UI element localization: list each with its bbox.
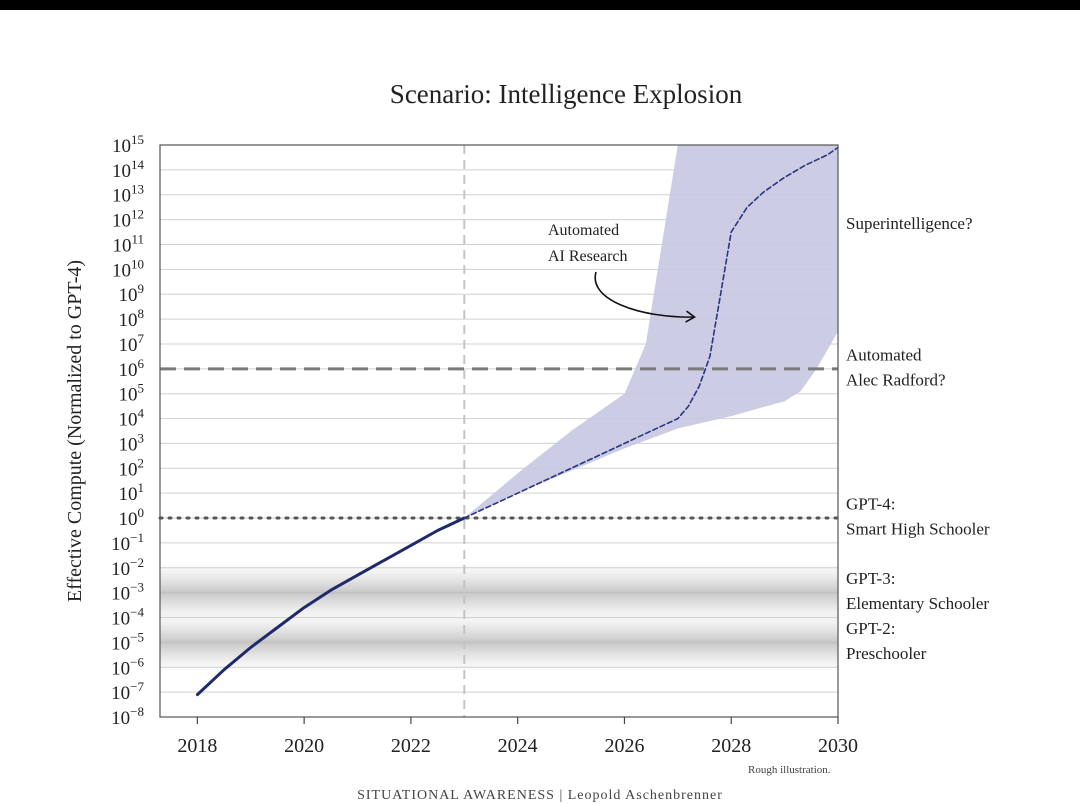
y-tick-label: 101 xyxy=(119,480,145,505)
y-tick-label: 10−8 xyxy=(111,704,144,729)
x-axis: 2018 2020 2022 2024 2026 2028 2030 xyxy=(177,717,858,757)
gray-bands xyxy=(160,562,838,673)
plot-frame xyxy=(159,144,839,718)
y-tick-label: 100 xyxy=(119,505,145,530)
y-tick-label: 104 xyxy=(119,406,145,431)
label-reference: Automated xyxy=(846,345,922,364)
label-capability: GPT-3: xyxy=(846,569,895,588)
y-tick-label: 1010 xyxy=(112,256,144,281)
annotation-arrow xyxy=(594,271,695,318)
series-line-projection xyxy=(463,146,838,519)
right-labels: Superintelligence? Automated Alec Radford?… xyxy=(846,214,990,663)
y-tick-label: 1014 xyxy=(112,157,145,182)
label-capability: Preschooler xyxy=(846,644,927,663)
x-tick-label: 2024 xyxy=(498,735,538,757)
x-tick-label: 2022 xyxy=(391,735,431,757)
y-tick-label: 109 xyxy=(119,281,145,306)
y-tick-label: 1013 xyxy=(112,182,144,207)
y-tick-label: 106 xyxy=(119,356,145,381)
annotation-label: Automated xyxy=(548,222,619,239)
reference-lines xyxy=(158,145,840,717)
x-tick-label: 2020 xyxy=(284,735,324,757)
y-tick-label: 10−6 xyxy=(111,654,144,679)
uncertainty-band-area xyxy=(464,145,838,518)
y-tick-label: 1015 xyxy=(112,132,144,157)
capability-band xyxy=(160,612,838,673)
label-capability: Elementary Schooler xyxy=(846,594,989,613)
y-tick-label: 10−5 xyxy=(111,629,144,654)
top-bar xyxy=(0,0,1080,10)
y-tick-label: 107 xyxy=(119,331,145,356)
label-reference: Alec Radford? xyxy=(846,370,946,389)
plot-area xyxy=(158,144,840,718)
arrowhead-icon xyxy=(685,310,697,323)
y-tick-label: 1012 xyxy=(112,207,144,232)
footnote: Rough illustration. xyxy=(748,764,831,776)
y-tick-label: 10−3 xyxy=(111,580,144,605)
y-tick-label: 108 xyxy=(119,306,145,331)
chart-title: Scenario: Intelligence Explosion xyxy=(390,79,743,109)
y-tick-label: 10−1 xyxy=(111,530,144,555)
y-tick-label: 10−7 xyxy=(111,679,144,704)
label-reference: GPT-4: xyxy=(846,495,895,514)
annotation-label: AI Research xyxy=(548,248,628,265)
y-tick-label: 1011 xyxy=(112,231,144,256)
series-line-historical xyxy=(195,516,466,697)
series xyxy=(195,146,838,697)
annotation-automated-ai-research: Automated AI Research xyxy=(548,222,697,323)
uncertainty-band xyxy=(464,145,838,518)
y-axis-label: Effective Compute (Normalized to GPT-4) xyxy=(64,260,86,602)
x-tick-label: 2030 xyxy=(818,735,858,757)
footer-credit: SITUATIONAL AWARENESS | Leopold Aschenbr… xyxy=(357,788,723,803)
y-tick-label: 102 xyxy=(119,455,145,480)
y-tick-label: 105 xyxy=(119,381,145,406)
label-superintelligence: Superintelligence? xyxy=(846,214,973,233)
x-tick-label: 2028 xyxy=(711,735,751,757)
x-tick-label: 2026 xyxy=(604,735,644,757)
y-axis: 1015101410131012101110101091081071061051… xyxy=(111,132,144,729)
label-reference: Smart High Schooler xyxy=(846,520,990,539)
label-capability: GPT-2: xyxy=(846,619,895,638)
y-tick-label: 10−4 xyxy=(111,605,144,630)
y-tick-label: 10−2 xyxy=(111,555,144,580)
x-tick-label: 2018 xyxy=(177,735,217,757)
y-tick-label: 103 xyxy=(119,430,145,455)
